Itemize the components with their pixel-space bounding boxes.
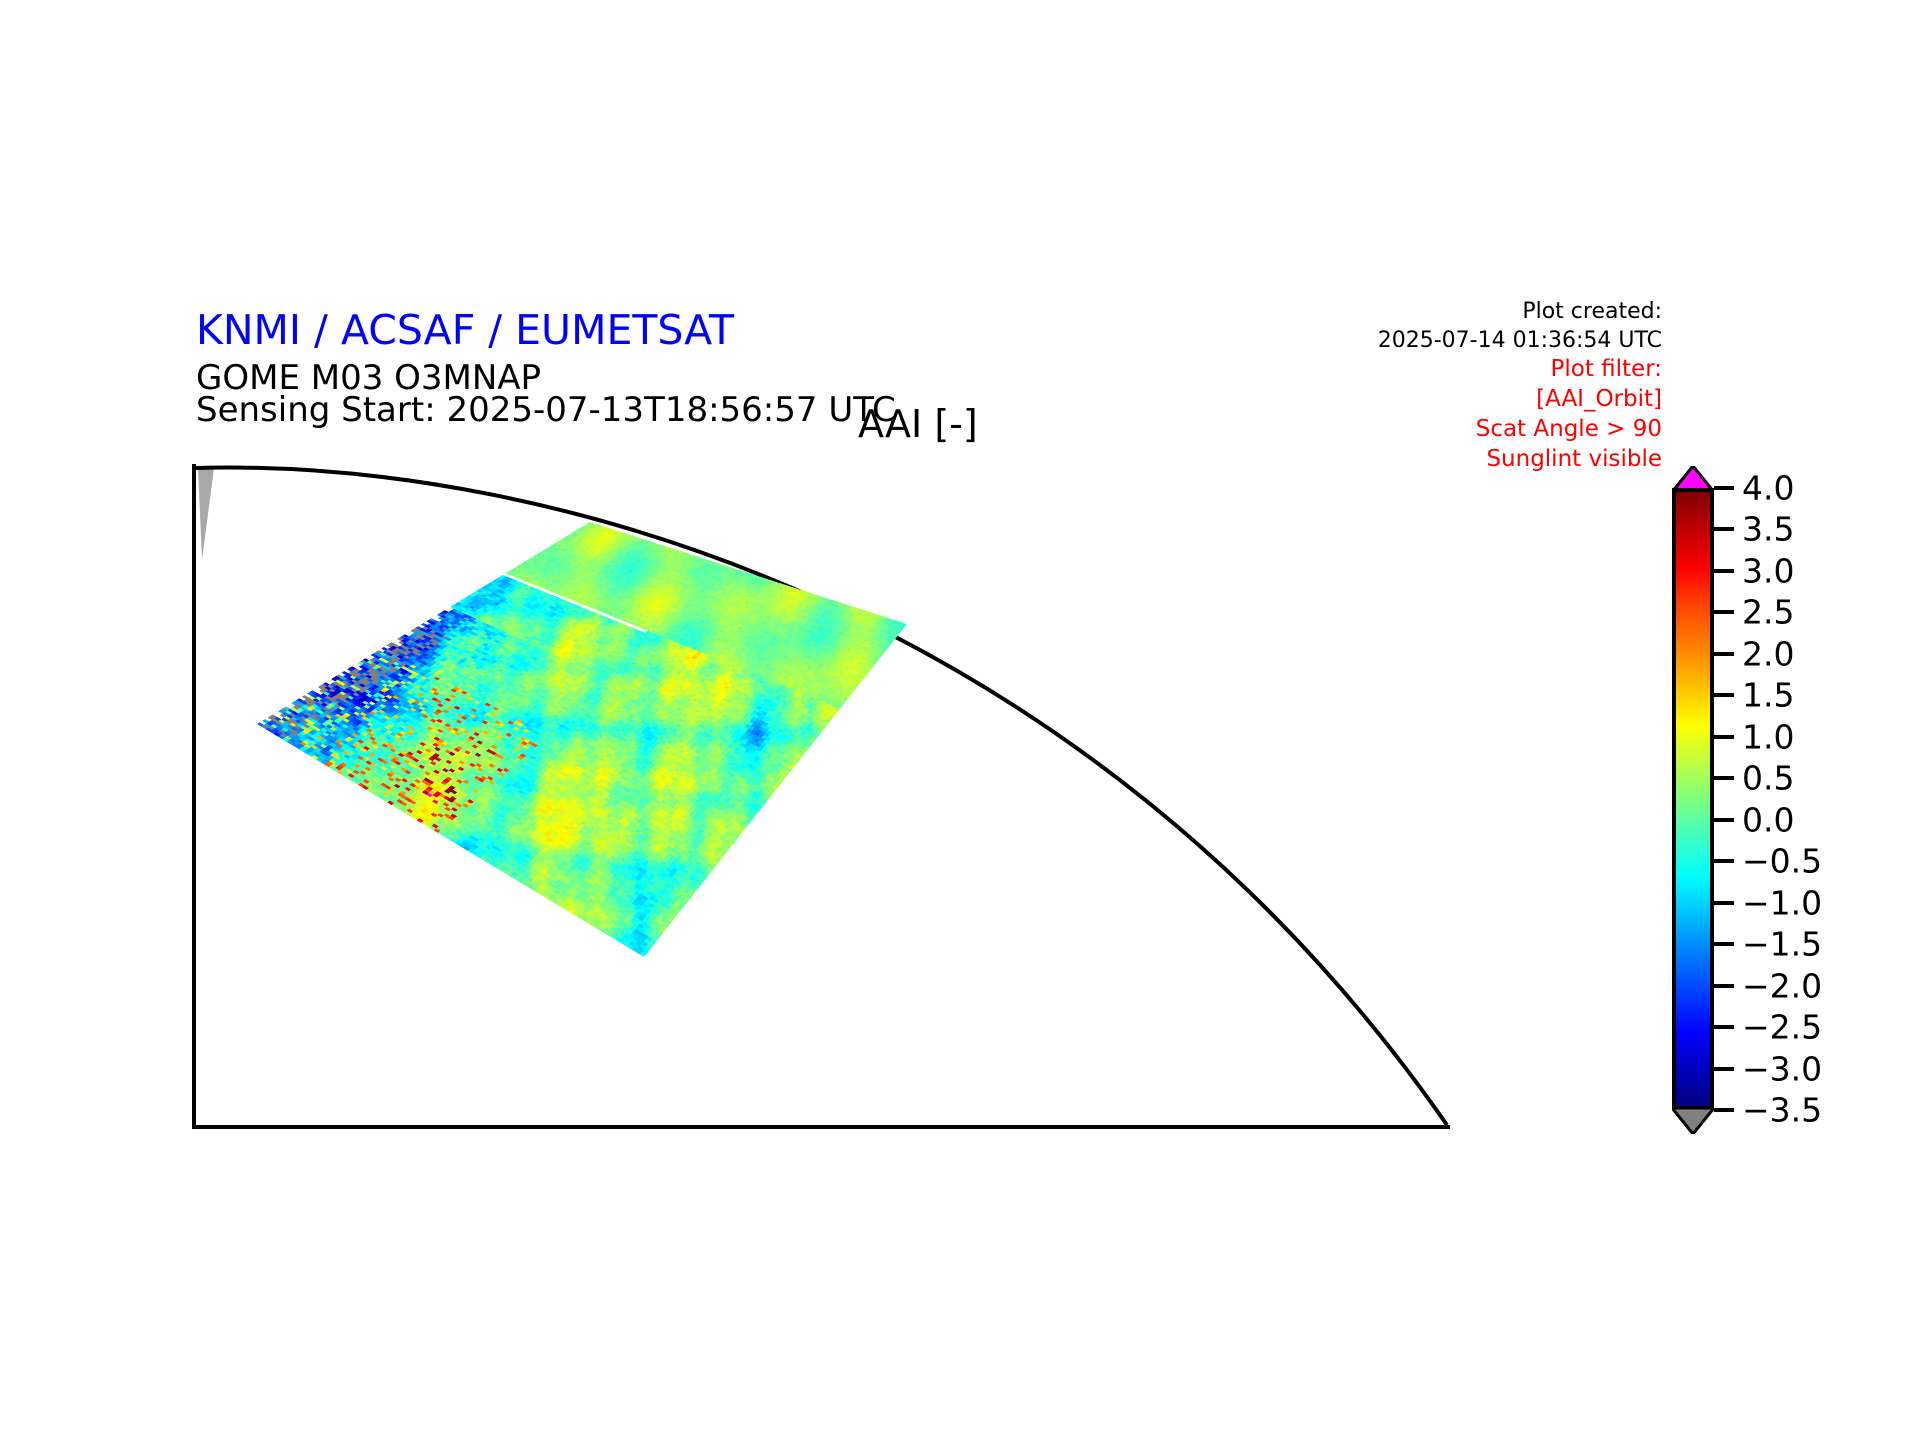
colorbar-tick bbox=[1714, 610, 1734, 615]
colorbar-tick-label: −0.5 bbox=[1742, 841, 1823, 881]
colorbar-tick bbox=[1714, 693, 1734, 698]
colorbar-tick-label: 0.5 bbox=[1742, 758, 1795, 798]
colorbar-tick bbox=[1714, 1066, 1734, 1071]
colorbar-tick bbox=[1714, 734, 1734, 739]
plot-created-time: 2025-07-14 01:36:54 UTC bbox=[1377, 327, 1662, 353]
colorbar-tick-label: 2.5 bbox=[1742, 592, 1795, 632]
axis-left bbox=[192, 464, 196, 1129]
colorbar-tick bbox=[1714, 942, 1734, 947]
plot-filter-label: Plot filter: bbox=[1550, 356, 1662, 383]
organisation-title: KNMI / ACSAF / EUMETSAT bbox=[196, 306, 735, 354]
colorbar: 4.0 3.5 3.0 2.5 2.0 1.5 1.0 0.5 0.0 −0.5 −1.0 −1.5−… bbox=[1672, 466, 1822, 1134]
colorbar-tick bbox=[1714, 776, 1734, 781]
axis-bottom bbox=[192, 1125, 1450, 1129]
page-title: AAI [-] bbox=[858, 402, 978, 446]
colorbar-gradient bbox=[1672, 488, 1714, 1110]
colorbar-tick bbox=[1714, 568, 1734, 573]
plot-filter-scat-angle: Scat Angle > 90 bbox=[1475, 415, 1662, 442]
colorbar-tick bbox=[1714, 817, 1734, 822]
colorbar-tick-label: 3.0 bbox=[1742, 551, 1795, 591]
sensing-start-label: Sensing Start: 2025-07-13T18:56:57 UTC bbox=[196, 390, 896, 430]
colorbar-tick-label: −2.0 bbox=[1742, 966, 1823, 1006]
terminator-sliver bbox=[198, 468, 214, 560]
colorbar-tick bbox=[1714, 859, 1734, 864]
plot-filter-sunglint: Sunglint visible bbox=[1486, 445, 1662, 472]
colorbar-tick bbox=[1714, 983, 1734, 988]
aai-swath-heatmap bbox=[257, 522, 907, 957]
colorbar-tick-label: 1.5 bbox=[1742, 675, 1795, 715]
colorbar-tick bbox=[1714, 900, 1734, 905]
colorbar-tick-label: −2.5 bbox=[1742, 1007, 1823, 1047]
colorbar-tick-label: −1.0 bbox=[1742, 883, 1823, 923]
colorbar-tick-label: 4.0 bbox=[1742, 468, 1795, 508]
colorbar-tick-label: 2.0 bbox=[1742, 634, 1795, 674]
colorbar-tick-label: 1.0 bbox=[1742, 717, 1795, 757]
dataset-label: GOME M03 O3MNAP bbox=[196, 358, 542, 398]
colorbar-tick-label: −3.5 bbox=[1742, 1090, 1823, 1130]
plot-filter-value: [AAI_Orbit] bbox=[1536, 386, 1662, 413]
colorbar-over-arrow bbox=[1672, 466, 1714, 492]
plot-created-label: Plot created: bbox=[1522, 299, 1662, 324]
colorbar-tick-label: 3.5 bbox=[1742, 509, 1795, 549]
colorbar-under-arrow bbox=[1672, 1108, 1714, 1134]
colorbar-tick bbox=[1714, 1025, 1734, 1030]
map-plot-area bbox=[192, 464, 1450, 1129]
colorbar-tick-label: −1.5 bbox=[1742, 924, 1823, 964]
colorbar-tick bbox=[1714, 486, 1734, 490]
colorbar-tick bbox=[1714, 1108, 1734, 1112]
colorbar-tick bbox=[1714, 651, 1734, 656]
colorbar-tick-label: −3.0 bbox=[1742, 1049, 1823, 1089]
colorbar-tick-label: 0.0 bbox=[1742, 800, 1795, 840]
annotation-block: Plot created: 2025-07-14 01:36:54 UTC Pl… bbox=[1378, 298, 1662, 475]
colorbar-tick bbox=[1714, 527, 1734, 532]
